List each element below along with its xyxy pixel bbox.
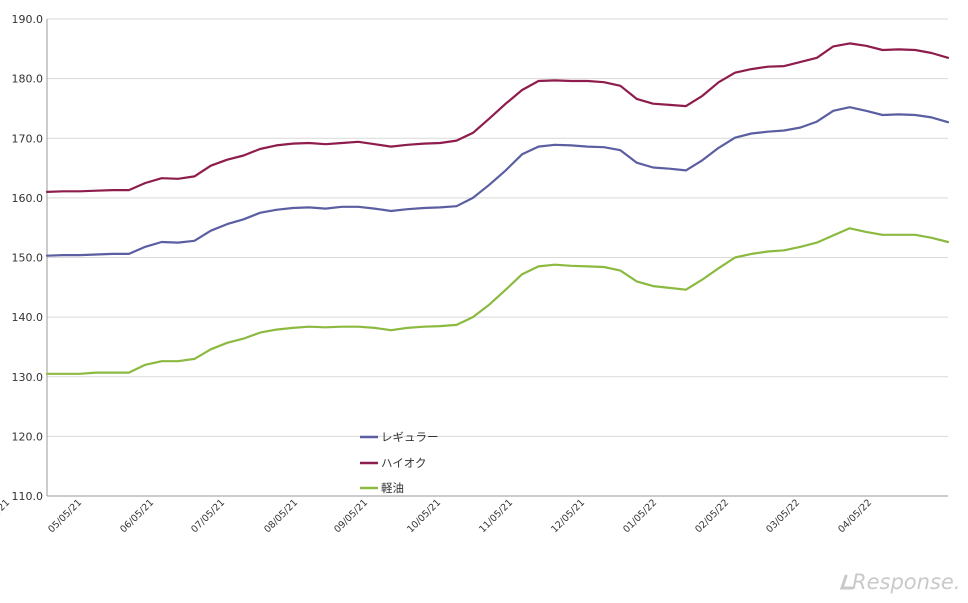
x-tick-label: 02/05/22	[693, 497, 731, 535]
gridlines	[47, 18, 948, 497]
x-tick-label: 09/05/21	[332, 497, 370, 535]
series-lines	[45, 42, 950, 375]
y-tick-label: 150.0	[12, 252, 44, 265]
x-tick-label: 04/05/21	[0, 497, 12, 535]
x-tick-label: 07/05/21	[189, 497, 227, 535]
series-line	[45, 227, 950, 375]
y-tick-label: 140.0	[12, 311, 44, 324]
logo-arrow-icon	[839, 574, 854, 590]
y-tick-label: 160.0	[12, 192, 44, 205]
legend-label: レギュラー	[381, 430, 439, 444]
x-tick-label: 04/05/22	[836, 497, 874, 535]
x-tick-label: 08/05/21	[262, 497, 300, 535]
legend-label: ハイオク	[381, 456, 427, 470]
y-tick-label: 170.0	[12, 132, 44, 145]
legend-label: 軽油	[381, 481, 404, 495]
x-tick-label: 10/05/21	[405, 497, 443, 535]
watermark-text: Response.	[852, 570, 960, 594]
x-tick-label: 06/05/21	[118, 497, 156, 535]
x-tick-label: 03/05/22	[764, 497, 802, 535]
y-axis: 110.0 120.0 130.0 140.0 150.0 160.0 170.0 180.0…	[12, 13, 48, 503]
y-tick-label: 120.0	[12, 430, 44, 443]
x-tick-label: 11/05/21	[477, 497, 515, 535]
response-logo: Response.	[839, 570, 960, 594]
series-line	[45, 42, 950, 193]
x-tick-label: 01/05/22	[621, 497, 659, 535]
x-axis: 04/05/21 05/05/21 06/05/21 07/05/21 08/05/21…	[0, 497, 874, 535]
x-tick-label: 05/05/21	[46, 497, 84, 535]
y-tick-label: 110.0	[12, 490, 44, 503]
series-line	[45, 106, 950, 257]
y-tick-label: 180.0	[12, 73, 44, 86]
y-tick-label: 130.0	[12, 371, 44, 384]
x-tick-label: 12/05/21	[549, 497, 587, 535]
y-tick-label: 190.0	[12, 13, 44, 26]
